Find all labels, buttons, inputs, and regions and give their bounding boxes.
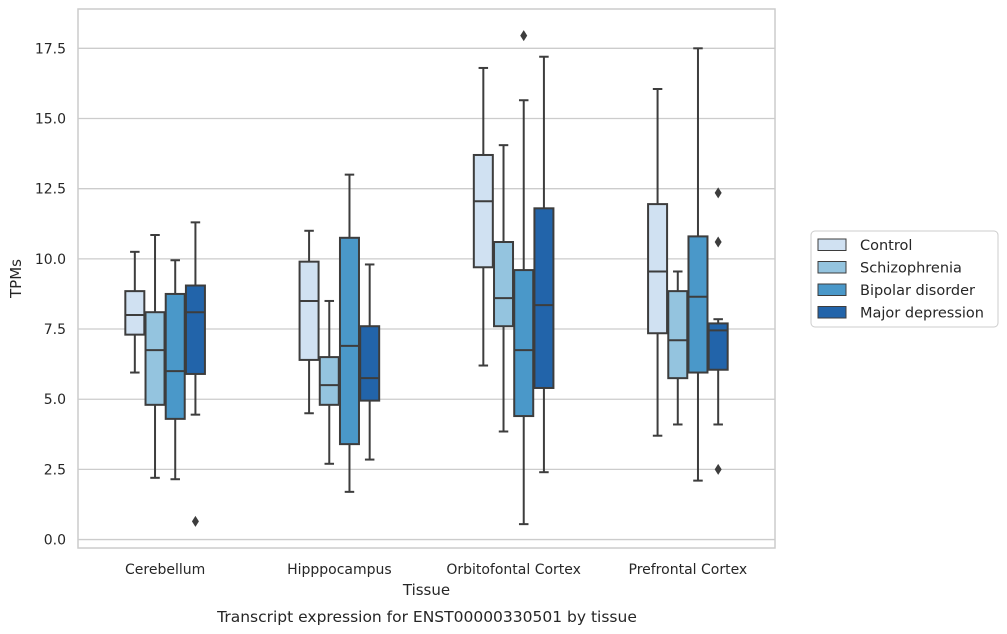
box-schizophrenia — [318, 299, 340, 465]
box-iqr — [338, 236, 360, 446]
box-iqr — [144, 311, 166, 406]
box-schizophrenia — [144, 233, 166, 479]
box-iqr — [184, 284, 206, 375]
x-axis-label: Tissue — [402, 581, 450, 599]
box-iqr — [359, 325, 381, 402]
y-tick-label: 7.5 — [44, 322, 66, 338]
box-bipolar-disorder — [338, 173, 360, 493]
box-iqr — [318, 356, 340, 406]
box-bipolar-disorder — [687, 47, 709, 482]
x-tick-label: Orbitofontal Cortex — [446, 562, 581, 578]
y-tick-label: 2.5 — [44, 462, 66, 478]
box-groups — [124, 30, 729, 527]
y-tick-label: 12.5 — [35, 182, 66, 198]
box-iqr — [687, 235, 709, 374]
x-tick-label: Cerebellum — [125, 562, 205, 578]
box-bipolar-disorder — [513, 30, 535, 526]
y-tick-label: 10.0 — [35, 252, 66, 268]
box-control — [647, 88, 669, 437]
legend-swatch — [817, 283, 847, 296]
box-control — [472, 66, 494, 367]
box-major-depression — [359, 263, 381, 461]
legend-swatch — [817, 306, 847, 319]
plot-area-frame — [77, 8, 776, 549]
legend-frame — [810, 230, 999, 328]
box-iqr — [513, 269, 535, 418]
y-axis-ticks: 0.0 2.5 5.0 7.5 10.0 12.5 15.0 17.5 — [35, 41, 66, 548]
outlier-point — [714, 463, 722, 475]
box-major-depression — [533, 55, 555, 474]
box-iqr — [472, 153, 494, 269]
legend-entry-label: Control — [860, 238, 912, 254]
box-iqr — [707, 322, 729, 371]
box-iqr — [164, 292, 186, 420]
box-control — [124, 250, 146, 374]
x-tick-label: Prefrontal Cortex — [629, 562, 748, 578]
y-tick-label: 5.0 — [44, 392, 66, 408]
box-schizophrenia — [667, 270, 689, 426]
x-tick-label: Hipppocampus — [287, 562, 392, 578]
y-tick-label: 15.0 — [35, 111, 66, 127]
y-axis-label: TPMs — [7, 259, 25, 299]
legend-swatch — [817, 261, 847, 274]
box-iqr — [124, 290, 146, 336]
box-iqr — [533, 207, 555, 389]
box-iqr — [298, 260, 320, 361]
box-control — [298, 229, 320, 415]
x-axis-ticks: Cerebellum Hipppocampus Orbitofontal Corte… — [125, 562, 747, 578]
outlier-point — [191, 515, 199, 527]
legend: Control Schizophrenia Bipolar disorder Majo… — [810, 230, 999, 328]
chart-caption: Transcript expression for ENST0000033050… — [216, 608, 637, 626]
y-tick-label: 17.5 — [35, 41, 66, 57]
legend-entry-label: Schizophrenia — [860, 261, 962, 277]
outlier-point — [714, 236, 722, 248]
y-tick-label: 0.0 — [44, 533, 66, 549]
legend-entry-label: Bipolar disorder — [860, 283, 975, 299]
outlier-point — [714, 187, 722, 199]
box-schizophrenia — [493, 144, 515, 433]
box-major-depression — [184, 221, 206, 527]
legend-swatch — [817, 238, 847, 251]
box-major-depression — [707, 187, 729, 475]
box-bipolar-disorder — [164, 259, 186, 481]
box-iqr — [647, 203, 669, 335]
box-iqr — [493, 241, 515, 328]
legend-entry-label: Major depression — [860, 306, 984, 322]
box-iqr — [667, 290, 689, 380]
outlier-point — [520, 30, 528, 42]
